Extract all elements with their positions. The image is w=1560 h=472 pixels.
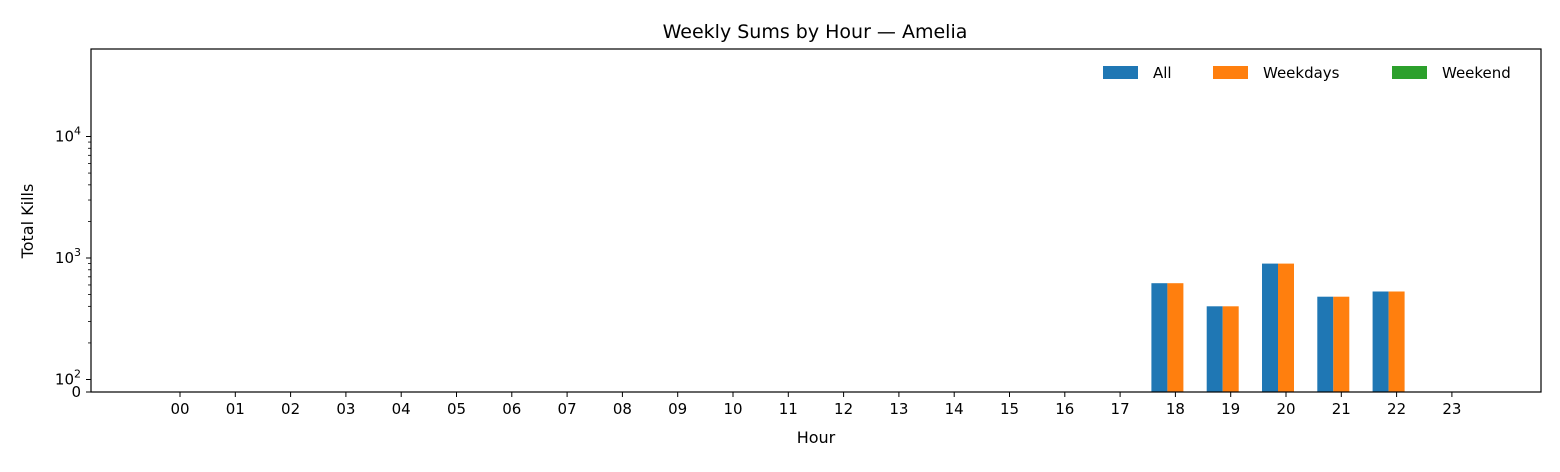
bar-weekdays-22 xyxy=(1388,291,1405,392)
legend-swatch-weekdays xyxy=(1213,66,1248,79)
x-tick-label: 23 xyxy=(1442,400,1461,418)
x-tick-label: 02 xyxy=(281,400,300,418)
bar-weekdays-20 xyxy=(1278,263,1294,392)
x-tick-label: 15 xyxy=(1000,400,1019,418)
x-tick-label: 01 xyxy=(226,400,245,418)
legend-label-weekend: Weekend xyxy=(1442,64,1511,82)
x-tick-label: 17 xyxy=(1111,400,1130,418)
x-tick-label: 19 xyxy=(1221,400,1240,418)
legend-swatch-all xyxy=(1103,66,1138,79)
x-tick-label: 00 xyxy=(170,400,189,418)
y-tick-label: 0 xyxy=(71,383,81,401)
legend: All Weekdays Weekend xyxy=(1103,64,1511,82)
bar-weekdays-18 xyxy=(1167,283,1184,392)
x-tick-label: 18 xyxy=(1166,400,1185,418)
x-tick-label: 10 xyxy=(723,400,742,418)
x-tick-label: 08 xyxy=(613,400,632,418)
x-tick-label: 14 xyxy=(945,400,964,418)
x-tick-label: 16 xyxy=(1055,400,1074,418)
x-tick-label: 13 xyxy=(889,400,908,418)
y-tick-label: 103 xyxy=(55,246,81,267)
y-axis-label: Total Kills xyxy=(18,184,37,260)
bar-all-22 xyxy=(1372,291,1389,392)
bar-weekdays-21 xyxy=(1333,296,1350,392)
bar-all-21 xyxy=(1317,296,1334,392)
x-tick-label: 04 xyxy=(392,400,411,418)
x-tick-label: 21 xyxy=(1332,400,1351,418)
plot-frame xyxy=(90,48,1542,393)
chart-title: Weekly Sums by Hour — Amelia xyxy=(663,21,968,43)
bar-all-20 xyxy=(1262,263,1278,392)
x-tick-label: 22 xyxy=(1387,400,1406,418)
x-tick-label: 03 xyxy=(336,400,355,418)
x-tick-label: 09 xyxy=(668,400,687,418)
x-tick-label: 12 xyxy=(834,400,853,418)
y-tick-label: 104 xyxy=(55,125,81,146)
legend-label-all: All xyxy=(1153,64,1172,82)
bar-all-18 xyxy=(1151,283,1168,392)
x-tick-label: 07 xyxy=(558,400,577,418)
bar-weekdays-19 xyxy=(1222,306,1239,392)
x-axis-label: Hour xyxy=(797,428,836,447)
y-tick-label: 102 xyxy=(55,368,81,389)
x-tick-label: 05 xyxy=(447,400,466,418)
x-tick-label: 11 xyxy=(779,400,798,418)
bar-all-19 xyxy=(1206,306,1223,392)
x-tick-label: 20 xyxy=(1276,400,1295,418)
x-tick-label: 06 xyxy=(502,400,521,418)
legend-swatch-weekend xyxy=(1392,66,1427,79)
legend-label-weekdays: Weekdays xyxy=(1263,64,1340,82)
x-axis-ticks: 00 01 02 03 04 05 06 07 08 09 10 11 12 13 14 15 16 17 18 19… xyxy=(170,392,1461,418)
bars-layer xyxy=(1151,263,1405,392)
